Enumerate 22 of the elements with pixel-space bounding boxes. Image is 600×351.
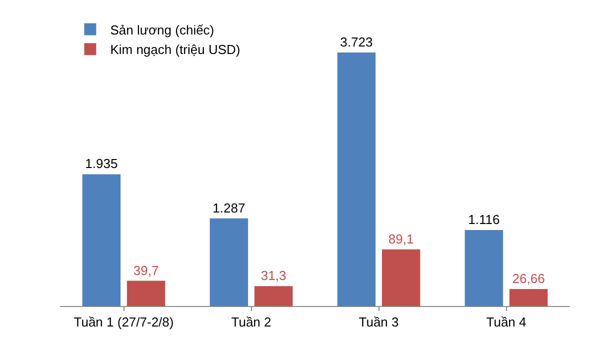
data-label: 89,1 <box>388 231 414 246</box>
data-label: 26,66 <box>512 271 545 286</box>
bar <box>82 174 121 306</box>
x-tick-label: Tuần 1 (27/7-2/8) <box>74 314 174 330</box>
bar <box>126 280 166 306</box>
bar <box>382 249 420 306</box>
bar <box>254 286 293 306</box>
bar <box>464 230 504 306</box>
data-label: 1.935 <box>85 156 118 172</box>
data-label: 3.723 <box>340 34 373 50</box>
legend-label: Kim ngạch (triệu USD) <box>110 42 240 58</box>
data-label: 1.116 <box>468 212 500 228</box>
x-tick-label: Tuần 3 <box>358 314 399 330</box>
data-label: 31,3 <box>260 268 286 284</box>
bar <box>337 52 376 306</box>
bar <box>509 289 548 306</box>
data-label: 1.287 <box>212 200 246 216</box>
x-tick-label: Tuần 4 <box>486 314 526 330</box>
x-tick-label: Tuần 2 <box>231 314 272 330</box>
legend-label: Sản lương (chiếc) <box>110 22 214 38</box>
bar <box>210 218 248 306</box>
data-label: 39,7 <box>133 262 159 278</box>
